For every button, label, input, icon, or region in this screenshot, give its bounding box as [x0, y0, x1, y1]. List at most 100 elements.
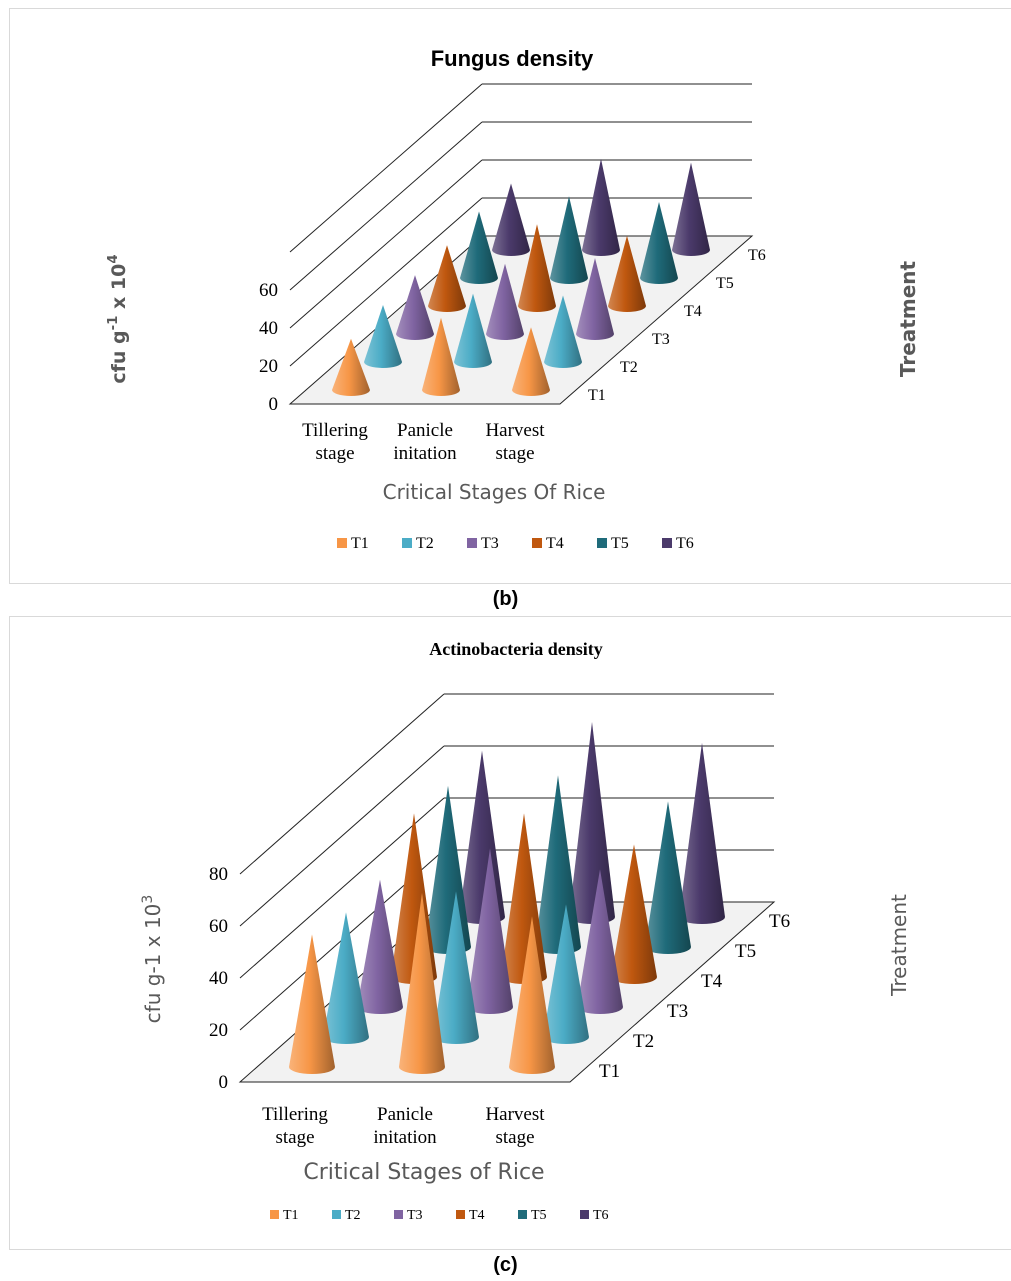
- fungus-chart-panel: Fungus density 0 20 40 60 T1 T2 T3 T4 T5 T6 Tilleri…: [9, 8, 1011, 584]
- cone-T5: [645, 801, 691, 954]
- legend-swatch-T5: [518, 1210, 527, 1219]
- cone-T3: [486, 263, 524, 340]
- cone-T6: [672, 162, 710, 256]
- category-label: Panicle initation: [373, 1104, 437, 1148]
- series-axis-label: T5: [735, 941, 756, 962]
- series-axis-label: T4: [684, 303, 702, 320]
- legend-swatch-T1: [337, 538, 347, 548]
- y-tick-label: 80: [209, 864, 228, 885]
- cone-T4: [518, 224, 556, 312]
- z-axis-title: Treatment: [887, 894, 911, 997]
- cone-T1: [332, 338, 370, 396]
- legend-label-T1: T1: [351, 535, 369, 552]
- category-label: Tillering stage: [262, 1104, 328, 1148]
- gridline-wall: [289, 121, 483, 291]
- cone-T3: [396, 275, 434, 340]
- legend-label-T6: T6: [676, 535, 694, 552]
- cone-T6: [569, 722, 615, 924]
- y-tick-label: 20: [209, 1020, 228, 1041]
- gridline-wall: [289, 197, 483, 367]
- cone-T6: [679, 742, 725, 924]
- category-label: Harvest stage: [485, 1104, 545, 1148]
- cone-T3: [467, 848, 513, 1014]
- series-axis-label: T2: [620, 359, 638, 376]
- cone-T5: [640, 202, 678, 284]
- legend-label-T4: T4: [469, 1208, 485, 1223]
- legend-label-T4: T4: [546, 535, 564, 552]
- legend-label-T1: T1: [283, 1208, 299, 1223]
- legend-swatch-T2: [332, 1210, 341, 1219]
- y-tick-label: 0: [219, 1072, 229, 1093]
- cone-T5: [460, 211, 498, 284]
- cone-T1: [509, 916, 555, 1074]
- category-label: Panicle initation: [393, 420, 457, 464]
- chart-title: Fungus density: [431, 46, 594, 71]
- gridline-wall: [239, 797, 445, 979]
- legend-label-T5: T5: [611, 535, 629, 552]
- legend-swatch-T3: [467, 538, 477, 548]
- legend-swatch-T6: [662, 538, 672, 548]
- cone-T2: [364, 305, 402, 368]
- cone-T1: [422, 317, 460, 396]
- series-axis-label: T5: [716, 275, 734, 292]
- legend-swatch-T2: [402, 538, 412, 548]
- y-tick-label: 40: [209, 968, 228, 989]
- legend-swatch-T4: [456, 1210, 465, 1219]
- legend-swatch-T5: [597, 538, 607, 548]
- cone-T3: [357, 879, 403, 1014]
- legend-label-T3: T3: [481, 535, 499, 552]
- y-tick-label: 0: [269, 394, 279, 415]
- series-axis-label: T1: [599, 1061, 620, 1082]
- chart-title: Actinobacteria density: [429, 639, 602, 659]
- series-axis-label: T4: [701, 971, 723, 992]
- cone-T6: [459, 750, 505, 924]
- y-tick-label: 20: [259, 356, 278, 377]
- x-axis-title: Critical Stages Of Rice: [383, 480, 606, 504]
- series-axis-label: T6: [748, 247, 766, 264]
- fungus-chart: Fungus density 0 20 40 60 T1 T2 T3 T4 T5 T6 Tilleri…: [106, 46, 920, 552]
- z-axis-title: Treatment: [896, 260, 920, 377]
- cone-T4: [611, 844, 657, 984]
- category-label: Tillering stage: [302, 420, 368, 464]
- cone-T2: [433, 891, 479, 1044]
- cone-T3: [576, 258, 614, 340]
- cone-T2: [323, 912, 369, 1044]
- legend-label-T2: T2: [416, 535, 434, 552]
- y-axis-title: cfu g-1 x 103: [140, 895, 165, 1024]
- gridline-wall: [289, 159, 483, 329]
- actinobacteria-chart: Actinobacteria density 0 20 40 60 80 T1 T2 T3 T4 T…: [140, 639, 911, 1223]
- cone-T4: [608, 235, 646, 312]
- caption-b: (b): [492, 588, 519, 610]
- cone-T6: [582, 158, 620, 256]
- legend-label-T2: T2: [345, 1208, 361, 1223]
- legend-swatch-T1: [270, 1210, 279, 1219]
- cone-T1: [289, 934, 335, 1074]
- series-axis-label: T6: [769, 911, 790, 932]
- y-tick-label: 40: [259, 318, 278, 339]
- gridline-wall: [289, 83, 483, 253]
- y-tick-label: 60: [209, 916, 228, 937]
- cone-T2: [543, 904, 589, 1044]
- legend-swatch-T4: [532, 538, 542, 548]
- category-label: Harvest stage: [485, 420, 545, 464]
- cone-T3: [577, 869, 623, 1014]
- x-axis-title: Critical Stages of Rice: [303, 1160, 544, 1185]
- cone-T5: [535, 775, 581, 954]
- legend-label-T5: T5: [531, 1208, 547, 1223]
- legend-label-T3: T3: [407, 1208, 423, 1223]
- y-tick-label: 60: [259, 280, 278, 301]
- cone-T2: [454, 293, 492, 368]
- series-axis-label: T3: [652, 331, 670, 348]
- gridline-wall: [239, 693, 445, 875]
- cone-T4: [428, 245, 466, 312]
- series-axis-label: T3: [667, 1001, 688, 1022]
- legend-label-T6: T6: [593, 1208, 609, 1223]
- gridline-wall: [239, 745, 445, 927]
- series-axis-label: T2: [633, 1031, 654, 1052]
- cone-T1: [399, 892, 445, 1074]
- legend-swatch-T3: [394, 1210, 403, 1219]
- legend-swatch-T6: [580, 1210, 589, 1219]
- cone-T6: [492, 183, 530, 256]
- cone-T1: [512, 327, 550, 396]
- series-axis-label: T1: [588, 387, 606, 404]
